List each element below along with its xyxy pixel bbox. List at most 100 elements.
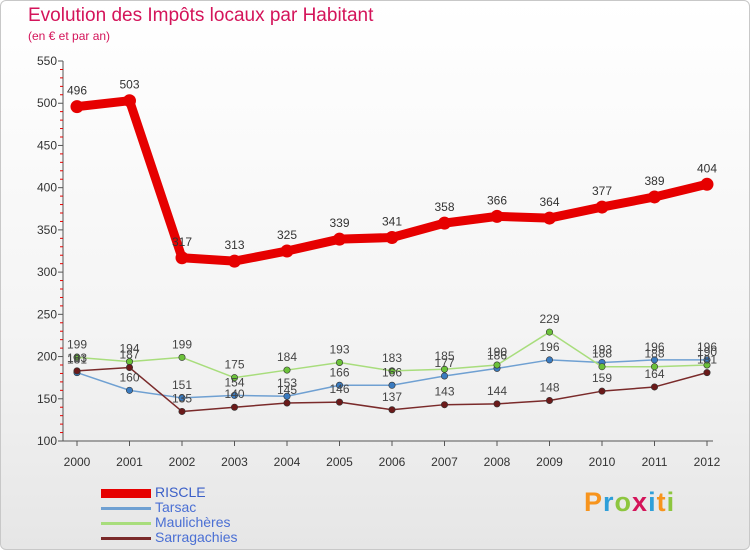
data-point bbox=[178, 353, 186, 361]
legend-item: Tarsac bbox=[101, 499, 301, 516]
data-label: 196 bbox=[644, 340, 664, 354]
data-point bbox=[231, 391, 239, 399]
legend-swatch bbox=[101, 489, 151, 498]
data-point bbox=[231, 374, 239, 382]
x-tick-label: 2012 bbox=[694, 455, 721, 469]
legend-label: Sarragachies bbox=[155, 529, 238, 545]
y-tick-label: 500 bbox=[37, 96, 57, 110]
data-point bbox=[388, 381, 396, 389]
x-tick-label: 2003 bbox=[221, 455, 248, 469]
x-tick-label: 2001 bbox=[116, 455, 143, 469]
data-label: 196 bbox=[697, 340, 717, 354]
data-point bbox=[126, 386, 134, 394]
chart-title: Evolution des Impôts locaux par Habitant bbox=[28, 5, 374, 26]
chart-axes: 100 150 200 250 300 350 400 450 500 550 2000 2001 20… bbox=[37, 54, 721, 469]
data-label: 184 bbox=[277, 350, 297, 364]
data-point bbox=[703, 361, 711, 369]
legend-label: Tarsac bbox=[155, 499, 197, 515]
data-label: 317 bbox=[172, 235, 192, 249]
data-label: 366 bbox=[487, 193, 507, 207]
data-label: 194 bbox=[119, 342, 139, 356]
data-label: 166 bbox=[382, 365, 402, 379]
data-point bbox=[650, 363, 658, 371]
data-label: 145 bbox=[277, 383, 297, 397]
data-label: 159 bbox=[592, 371, 612, 385]
data-point bbox=[385, 230, 399, 244]
data-point bbox=[598, 387, 606, 395]
data-point bbox=[650, 383, 658, 391]
y-tick-label: 350 bbox=[37, 223, 57, 237]
data-label: 185 bbox=[434, 349, 454, 363]
x-tick-label: 2002 bbox=[169, 455, 196, 469]
brand-letter: i bbox=[648, 487, 657, 517]
data-point bbox=[178, 407, 186, 415]
data-label: 193 bbox=[592, 342, 612, 356]
data-point bbox=[388, 406, 396, 414]
x-tick-label: 2004 bbox=[274, 455, 301, 469]
data-point bbox=[440, 372, 448, 380]
legend-item: Sarragachies bbox=[101, 529, 301, 546]
legend-item: RISCLE bbox=[101, 484, 301, 501]
data-label: 135 bbox=[172, 391, 192, 405]
chart-data-labels: 496 503 317 313 325 339 341 358 366 364 377 389 404 1… bbox=[67, 78, 717, 406]
data-point bbox=[440, 401, 448, 409]
x-tick-label: 2011 bbox=[642, 455, 668, 469]
brand-letter: r bbox=[603, 487, 615, 517]
legend-label: RISCLE bbox=[155, 484, 206, 500]
data-point bbox=[545, 356, 553, 364]
data-point bbox=[73, 353, 81, 361]
data-point bbox=[283, 392, 291, 400]
data-label: 188 bbox=[644, 347, 664, 361]
data-point bbox=[703, 369, 711, 377]
data-point bbox=[231, 403, 239, 411]
data-label: 146 bbox=[329, 382, 349, 396]
data-label: 154 bbox=[224, 375, 244, 389]
data-label: 153 bbox=[277, 376, 297, 390]
data-label: 183 bbox=[67, 351, 87, 365]
brand-letter: o bbox=[614, 487, 633, 517]
data-point bbox=[650, 356, 658, 364]
data-label: 313 bbox=[224, 238, 244, 252]
data-point bbox=[280, 244, 294, 258]
x-tick-label: 2007 bbox=[431, 455, 458, 469]
data-point bbox=[490, 209, 504, 223]
data-point bbox=[595, 200, 609, 214]
x-tick-label: 2006 bbox=[379, 455, 406, 469]
data-label: 175 bbox=[224, 358, 244, 372]
data-label: 199 bbox=[67, 337, 87, 351]
data-point bbox=[73, 367, 81, 375]
data-point bbox=[70, 100, 84, 114]
x-tick-label: 2008 bbox=[484, 455, 511, 469]
brand-letter: t bbox=[656, 487, 667, 517]
data-label: 190 bbox=[487, 345, 507, 359]
data-label: 503 bbox=[119, 78, 139, 92]
data-label: 160 bbox=[119, 370, 139, 384]
data-point bbox=[545, 396, 553, 404]
data-point bbox=[178, 394, 186, 402]
data-point bbox=[543, 211, 556, 225]
data-label: 364 bbox=[539, 195, 559, 209]
data-label: 148 bbox=[539, 380, 559, 394]
brand-logo: Proxiti bbox=[584, 487, 675, 518]
data-label: 339 bbox=[329, 216, 349, 230]
y-tick-label: 250 bbox=[37, 307, 57, 321]
data-label: 144 bbox=[487, 384, 507, 398]
y-tick-label: 450 bbox=[37, 138, 57, 152]
data-point bbox=[126, 364, 134, 372]
legend-swatch bbox=[101, 537, 151, 540]
y-tick-label: 150 bbox=[37, 392, 57, 406]
brand-letter: x bbox=[632, 487, 649, 517]
y-tick-label: 100 bbox=[37, 434, 57, 448]
legend-item: Maulichères bbox=[101, 514, 301, 531]
data-label: 193 bbox=[329, 342, 349, 356]
x-tick-label: 2009 bbox=[536, 455, 563, 469]
data-label: 389 bbox=[644, 174, 664, 188]
data-label: 377 bbox=[592, 184, 612, 198]
y-tick-label: 400 bbox=[37, 181, 57, 195]
legend-label: Maulichères bbox=[155, 514, 231, 530]
data-point bbox=[333, 232, 346, 246]
data-label: 137 bbox=[382, 390, 402, 404]
data-point bbox=[440, 365, 448, 373]
